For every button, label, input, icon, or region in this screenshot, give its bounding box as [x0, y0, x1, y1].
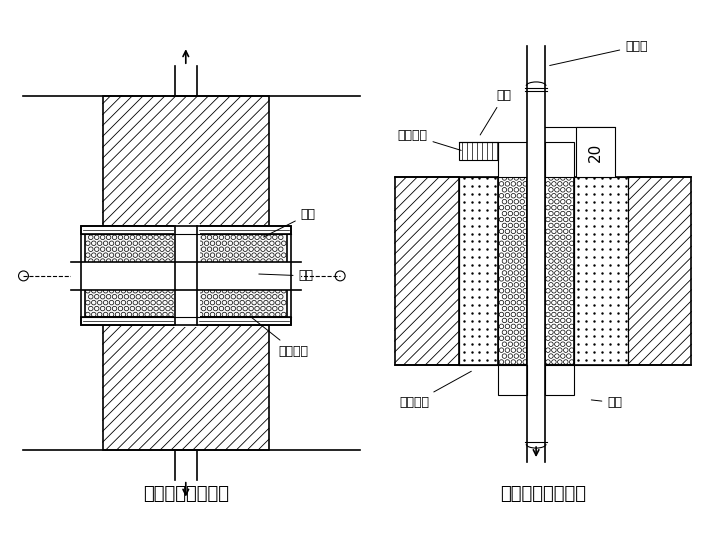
Bar — [628, 177, 692, 365]
Text: 套管穿楼板的做法: 套管穿楼板的做法 — [500, 485, 586, 502]
Bar — [576, 128, 615, 177]
Bar — [81, 226, 291, 325]
Text: 水泥砂浆: 水泥砂浆 — [400, 371, 471, 409]
Bar — [498, 365, 527, 395]
Bar — [102, 325, 269, 450]
Bar — [498, 177, 527, 365]
Bar — [81, 318, 291, 325]
Bar — [459, 142, 498, 160]
Bar — [85, 234, 287, 318]
Bar — [545, 142, 574, 177]
Bar — [498, 142, 527, 177]
Text: 沥青麻刀: 沥青麻刀 — [397, 129, 461, 151]
Text: 煤气管: 煤气管 — [550, 40, 648, 66]
Text: 20: 20 — [588, 143, 603, 162]
Text: 沥青麻刀: 沥青麻刀 — [251, 317, 309, 358]
Bar — [174, 224, 200, 327]
Bar — [71, 262, 301, 290]
Bar — [81, 226, 291, 234]
Bar — [545, 365, 574, 395]
Text: 沥青: 沥青 — [480, 89, 511, 135]
Bar — [459, 177, 498, 365]
Bar — [574, 177, 628, 365]
Bar — [545, 177, 574, 365]
Text: 沥青: 沥青 — [259, 270, 314, 282]
Text: 套管: 套管 — [592, 396, 622, 409]
Bar — [527, 7, 545, 462]
Text: 防水套管穿墙做法: 防水套管穿墙做法 — [143, 485, 229, 502]
Bar — [102, 96, 269, 226]
Text: 套管: 套管 — [264, 208, 316, 237]
Bar — [395, 177, 459, 365]
